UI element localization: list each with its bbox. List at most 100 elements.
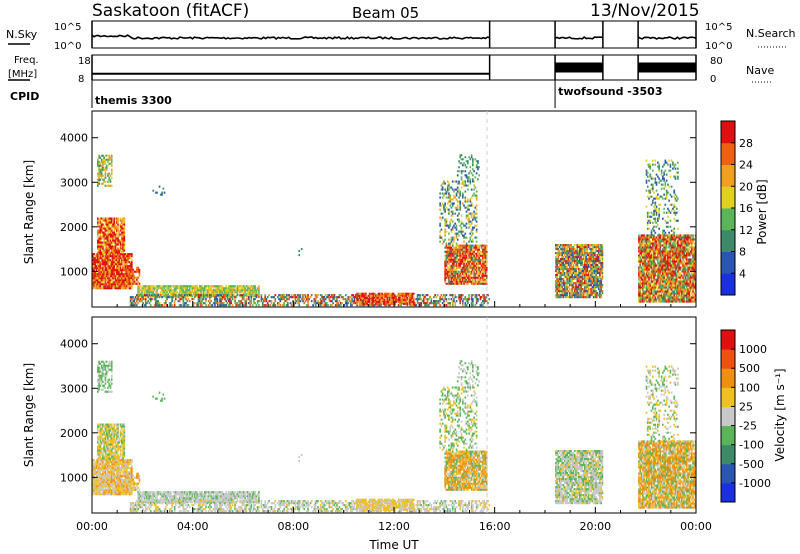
power-echo-cell <box>480 254 483 257</box>
power-echo-cell <box>444 260 446 263</box>
power-echo-cell <box>655 298 658 301</box>
power-echo-cell <box>405 298 407 301</box>
power-echo-cell <box>114 217 117 220</box>
power-echo-cell <box>274 294 277 297</box>
power-echo-cell <box>560 280 562 283</box>
power-echo-cell <box>309 296 312 299</box>
power-echo-cell <box>657 258 659 261</box>
power-echo-cell <box>383 294 386 297</box>
power-echo-cell <box>107 253 109 256</box>
power-echo-cell <box>483 298 485 301</box>
power-echo-cell <box>648 242 650 245</box>
power-echo-cell <box>456 278 459 281</box>
power-echo-cell <box>100 275 103 278</box>
power-echo-cell <box>378 298 381 301</box>
power-echo-cell <box>652 262 654 265</box>
power-echo-cell <box>646 264 649 267</box>
power-echo-cell <box>122 255 124 258</box>
power-echo-cell <box>443 194 445 197</box>
power-echo-cell <box>589 294 591 297</box>
power-echo-cell <box>209 294 211 297</box>
power-echo-cell <box>465 258 468 261</box>
power-echo-cell <box>472 268 474 271</box>
power-echo-cell <box>238 289 240 292</box>
power-echo-cell <box>385 296 387 299</box>
power-echo-cell <box>104 255 107 258</box>
power-echo-cell <box>579 272 581 275</box>
power-echo-cell <box>124 287 127 290</box>
power-echo-cell <box>366 296 368 299</box>
power-echo-cell <box>475 216 478 219</box>
power-echo-cell <box>570 254 572 257</box>
power-echo-cell <box>114 245 117 248</box>
power-echo-cell <box>566 282 569 285</box>
power-echo-cell <box>193 294 196 297</box>
power-echo-cell <box>113 229 116 232</box>
power-echo-cell <box>640 278 643 281</box>
power-echo-cell <box>562 258 565 261</box>
power-echo-cell <box>136 270 138 273</box>
power-echo-cell <box>573 292 576 295</box>
power-echo-cell <box>463 264 465 267</box>
power-echo-cell <box>113 253 116 256</box>
power-echo-cell <box>581 274 584 277</box>
power-echo-cell <box>206 291 209 294</box>
power-echo-cell <box>305 298 308 301</box>
power-echo-cell <box>597 262 600 265</box>
power-echo-cell <box>100 273 103 276</box>
power-echo-cell <box>580 294 582 297</box>
power-echo-cell <box>376 300 379 303</box>
power-echo-cell <box>600 282 603 285</box>
power-echo-cell <box>182 302 185 305</box>
power-echo-cell <box>92 253 94 256</box>
power-echo-cell <box>639 290 642 293</box>
power-echo-cell <box>590 244 592 247</box>
power-echo-cell <box>372 298 375 301</box>
power-echo-cell <box>468 276 470 279</box>
power-echo-cell <box>590 282 592 285</box>
power-echo-cell <box>572 252 575 255</box>
power-echo-cell <box>589 296 591 299</box>
power-echo-cell <box>592 250 595 253</box>
power-echo-cell <box>102 255 104 258</box>
power-echo-cell <box>381 296 384 299</box>
power-echo-cell <box>117 247 119 250</box>
power-echo-cell <box>108 257 111 260</box>
power-echo-cell <box>445 244 448 247</box>
power-echo-cell <box>180 285 182 288</box>
power-echo-cell <box>649 254 652 257</box>
power-echo-cell <box>561 288 564 291</box>
power-echo-cell <box>113 285 116 288</box>
power-echo-cell <box>561 294 564 297</box>
power-echo-cell <box>98 263 100 266</box>
power-echo-cell <box>473 276 475 279</box>
power-echo-cell <box>455 278 458 281</box>
power-echo-cell <box>558 254 561 257</box>
power-echo-cell <box>556 254 558 257</box>
power-echo-cell <box>479 282 482 285</box>
power-echo-cell <box>444 224 446 227</box>
power-echo-cell <box>479 266 482 269</box>
power-echo-cell <box>419 296 421 299</box>
power-echo-cell <box>97 158 99 161</box>
power-echo-cell <box>333 294 336 297</box>
power-echo-cell <box>358 296 361 299</box>
power-echo-cell <box>571 254 574 257</box>
power-echo-cell <box>118 261 121 264</box>
power-echo-cell <box>177 287 180 290</box>
power-echo-cell <box>382 300 385 303</box>
power-echo-cell <box>115 251 118 254</box>
power-echo-cell <box>107 233 109 236</box>
power-echo-cell <box>473 262 475 265</box>
power-echo-cell <box>641 278 644 281</box>
power-echo-cell <box>644 260 647 263</box>
power-echo-cell <box>94 255 97 258</box>
power-echo-cell <box>103 253 105 256</box>
power-echo-cell <box>204 302 206 305</box>
power-echo-cell <box>585 290 587 293</box>
power-echo-cell <box>640 296 643 299</box>
power-echo-cell <box>412 304 415 307</box>
power-echo-cell <box>137 296 139 299</box>
power-echo-cell <box>594 282 596 285</box>
power-echo-cell <box>225 287 228 290</box>
